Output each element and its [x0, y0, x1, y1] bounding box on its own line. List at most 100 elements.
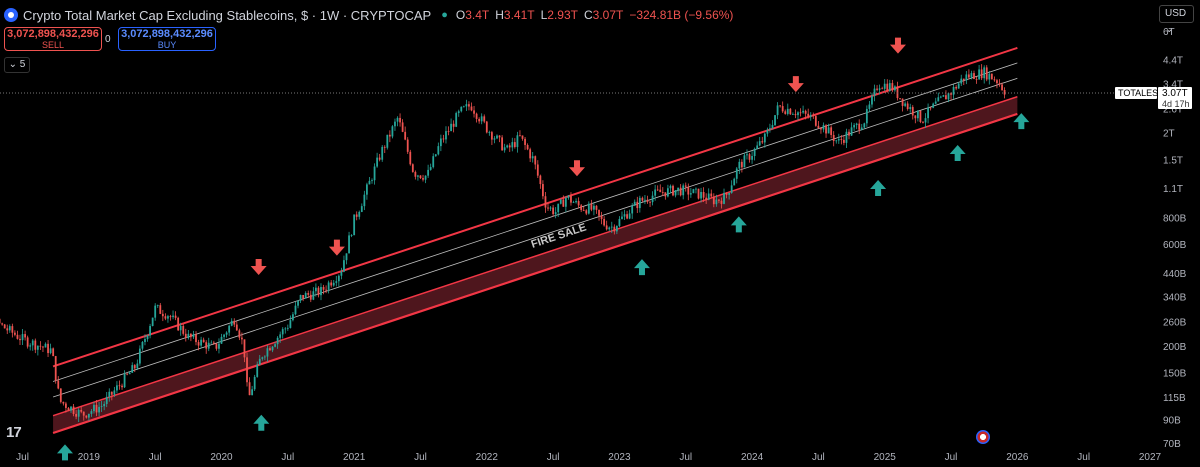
- y-tick-label: 1.5T: [1163, 155, 1183, 166]
- candle: [718, 199, 720, 204]
- candle: [654, 184, 657, 201]
- candle: [894, 85, 896, 92]
- candle: [761, 136, 764, 144]
- candle: [743, 152, 746, 168]
- indicator-collapse-button[interactable]: ⌄ 5: [4, 57, 30, 73]
- market-status-icon: ●: [441, 9, 448, 21]
- candle: [924, 113, 927, 128]
- candle: [225, 331, 228, 338]
- candle: [212, 340, 215, 345]
- candle: [297, 300, 299, 309]
- price-axis[interactable]: 6T 4.4T 3.4T 2.6T 2T 1.5T 1.1T 800B 600B 440B 340B…: [1163, 27, 1187, 450]
- candle: [863, 122, 866, 130]
- candle: [804, 109, 807, 120]
- candle: [582, 206, 585, 212]
- candle: [990, 73, 993, 80]
- candle: [207, 337, 210, 352]
- candle: [279, 331, 282, 343]
- candle: [462, 105, 465, 108]
- candle: [682, 183, 685, 200]
- candle: [544, 191, 547, 213]
- candle: [965, 71, 968, 85]
- sell-arrow-icon: [568, 160, 585, 177]
- candle: [947, 92, 950, 103]
- candle: [373, 163, 376, 185]
- candle: [830, 125, 833, 139]
- chevron-down-icon: ⌄: [8, 59, 18, 70]
- candle: [751, 151, 753, 164]
- candle: [151, 317, 154, 327]
- symbol-title[interactable]: Crypto Total Market Cap Excluding Stable…: [23, 7, 432, 23]
- candle: [534, 155, 537, 170]
- sell-button[interactable]: 3,072,898,432,296 SELL: [4, 27, 102, 51]
- candle: [294, 301, 297, 316]
- candle: [429, 163, 432, 171]
- candle: [65, 401, 67, 413]
- candle: [794, 109, 797, 119]
- candle: [406, 137, 409, 154]
- candle: [126, 372, 129, 376]
- candle: [547, 203, 549, 211]
- candle: [585, 209, 588, 216]
- candle: [575, 198, 577, 204]
- candle: [378, 153, 381, 162]
- candle: [251, 385, 254, 396]
- candle: [580, 204, 583, 213]
- y-tick-label: 600B: [1163, 240, 1187, 251]
- candle: [490, 130, 493, 145]
- candle: [404, 126, 407, 141]
- candle: [802, 105, 804, 114]
- candle: [797, 111, 799, 121]
- candle: [320, 283, 322, 301]
- candle: [144, 334, 146, 346]
- candle: [615, 225, 618, 235]
- candle: [557, 203, 560, 217]
- candle: [853, 123, 856, 131]
- candle: [87, 413, 90, 421]
- time-axis[interactable]: Jul 2019 Jul 2020 Jul 2021 Jul 2022 Jul 2023 Jul 20…: [16, 452, 1161, 463]
- candle: [246, 352, 248, 387]
- candle: [75, 409, 78, 420]
- y-tick-label: 4.4T: [1163, 56, 1183, 67]
- candle: [1003, 87, 1006, 99]
- candle: [638, 195, 641, 213]
- candle: [414, 170, 417, 180]
- currency-select[interactable]: USD ⌄: [1159, 5, 1194, 35]
- candle: [766, 127, 769, 137]
- candle: [664, 192, 667, 200]
- candle: [1, 322, 4, 326]
- candle: [210, 340, 213, 344]
- candle: [241, 332, 243, 345]
- buy-arrow-icon: [730, 216, 747, 233]
- buy-button[interactable]: 3,072,898,432,296 BUY: [118, 27, 216, 51]
- candle: [600, 211, 603, 225]
- tradingview-logo-icon[interactable]: 17: [6, 424, 22, 441]
- candle: [368, 177, 371, 185]
- candle: [980, 64, 983, 81]
- y-tick-label: 2T: [1163, 129, 1175, 140]
- candle: [781, 101, 784, 113]
- candle: [769, 123, 771, 133]
- candle: [381, 145, 384, 162]
- candle: [848, 129, 850, 140]
- candle: [337, 274, 340, 287]
- candle: [633, 199, 636, 207]
- candle: [684, 182, 687, 192]
- us-flag-icon[interactable]: [976, 430, 990, 444]
- candle: [164, 313, 167, 321]
- candle: [80, 406, 83, 414]
- candle: [54, 355, 57, 384]
- fire-sale-band: [53, 96, 1018, 433]
- candle: [807, 108, 810, 119]
- x-tick-label: 2025: [874, 452, 897, 463]
- candle: [593, 203, 595, 216]
- candle: [24, 330, 26, 341]
- candle: [304, 291, 307, 299]
- candle: [47, 339, 49, 358]
- candle: [284, 327, 287, 334]
- candle: [595, 205, 598, 214]
- x-tick-label: Jul: [16, 452, 29, 463]
- candle: [922, 120, 924, 124]
